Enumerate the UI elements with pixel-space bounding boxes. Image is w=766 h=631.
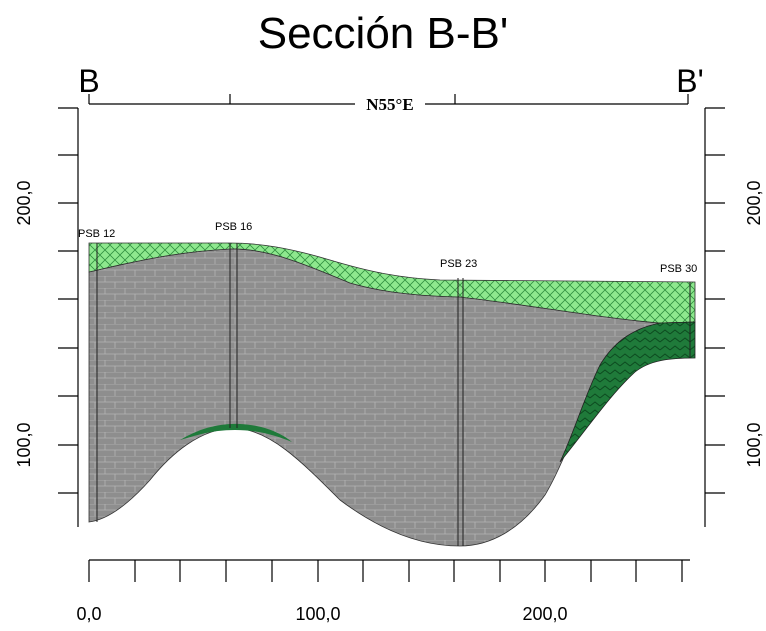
- borehole-label: PSB 30: [660, 263, 697, 275]
- borehole-label: PSB 12: [78, 228, 115, 240]
- bottom-tick-label: 100,0: [295, 604, 340, 624]
- right-axis: [704, 107, 725, 527]
- right-tick-label: 100,0: [744, 422, 764, 467]
- borehole-label: PSB 23: [440, 258, 477, 270]
- bottom-tick-label: 0,0: [76, 604, 101, 624]
- left-axis: [58, 107, 79, 527]
- bearing-bg: [355, 94, 425, 114]
- bottom-axis: [88, 559, 690, 582]
- dark-layer-strip: [180, 423, 292, 442]
- bearing: N55°E: [366, 95, 413, 114]
- title: Sección B-B': [258, 9, 509, 58]
- left-tick-label: 200,0: [14, 180, 34, 225]
- borehole-label: PSB 16: [215, 221, 252, 233]
- right-tick-label: 200,0: [744, 180, 764, 225]
- bottom-tick-label: 200,0: [522, 604, 567, 624]
- borehole-lines: [96, 243, 691, 546]
- left-tick-label: 100,0: [14, 422, 34, 467]
- section-end: B': [676, 63, 703, 99]
- dark-layer: [559, 321, 696, 463]
- section-start: B: [78, 63, 99, 99]
